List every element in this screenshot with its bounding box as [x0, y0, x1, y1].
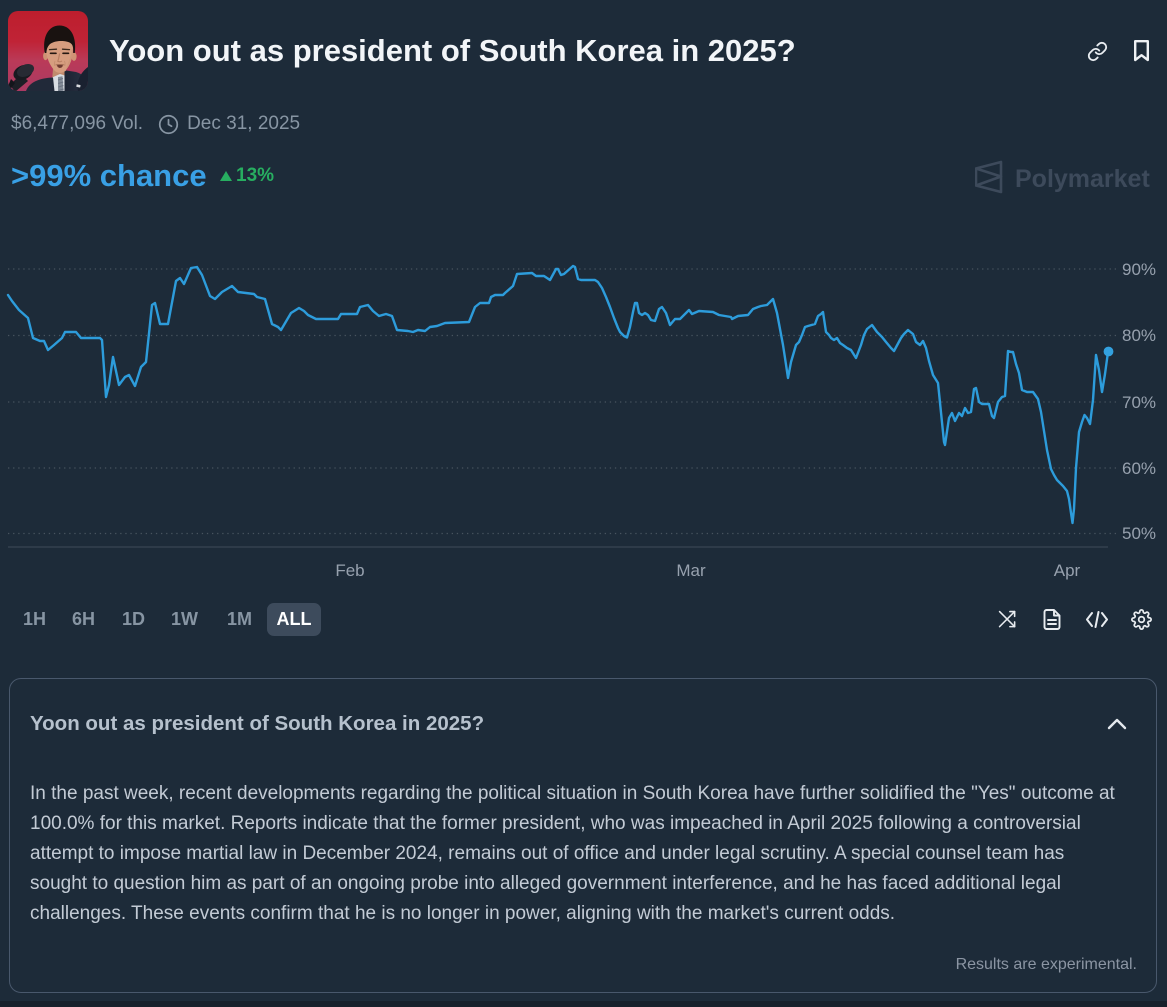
svg-text:90%: 90%	[1122, 260, 1156, 279]
svg-text:Apr: Apr	[1054, 561, 1081, 580]
svg-text:60%: 60%	[1122, 459, 1156, 478]
svg-text:Feb: Feb	[335, 561, 364, 580]
svg-text:Mar: Mar	[676, 561, 706, 580]
svg-text:70%: 70%	[1122, 393, 1156, 412]
svg-text:50%: 50%	[1122, 524, 1156, 543]
svg-text:Polymarket: Polymarket	[1015, 165, 1150, 193]
svg-text:80%: 80%	[1122, 326, 1156, 345]
